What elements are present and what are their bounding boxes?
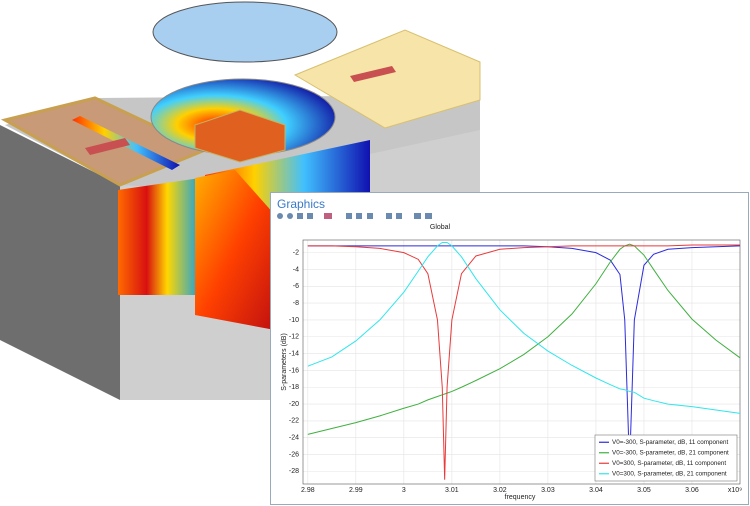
plot-frame bbox=[302, 239, 741, 485]
y-tick-label: -22 bbox=[289, 418, 299, 425]
window-title: Graphics bbox=[277, 197, 325, 211]
x-tick-label: 2.98 bbox=[301, 487, 315, 494]
left-tab bbox=[85, 138, 130, 155]
y-tick-label: -28 bbox=[289, 468, 299, 475]
series-line bbox=[307, 242, 741, 414]
x-tick-label: 3.03 bbox=[541, 487, 555, 494]
y-tick-label: -14 bbox=[289, 350, 299, 357]
y-tick-label: -18 bbox=[289, 384, 299, 391]
y-tick-label: -2 bbox=[293, 249, 299, 256]
snapshot[interactable] bbox=[414, 213, 421, 219]
zoom-in[interactable] bbox=[277, 213, 283, 219]
chart-title: Global bbox=[430, 224, 451, 231]
x-axis-label: frequency bbox=[505, 494, 536, 501]
x-tick-label: 3.05 bbox=[637, 487, 651, 494]
grid-toggle[interactable] bbox=[367, 213, 373, 219]
right-pad bbox=[293, 29, 481, 129]
y-tick-label: -20 bbox=[289, 401, 299, 408]
legend-label: V0=300, S-parameter, dB, 21 component bbox=[612, 470, 727, 477]
cavity bbox=[118, 178, 200, 295]
x-tick-label: 3 bbox=[402, 487, 406, 494]
legend-box bbox=[594, 434, 738, 482]
model-render bbox=[0, 1, 481, 400]
y-tick-label: -6 bbox=[293, 283, 299, 290]
y-tick-label: -24 bbox=[289, 435, 299, 442]
legend-label: V0=300, S-parameter, dB, 11 component bbox=[612, 460, 726, 467]
axis-tool[interactable] bbox=[324, 213, 332, 219]
series-line bbox=[307, 245, 741, 468]
x-tick-label: 3.06 bbox=[685, 487, 699, 494]
y-tick-label: -12 bbox=[289, 334, 299, 341]
x-tick-label: 3.04 bbox=[589, 487, 603, 494]
zoom-out[interactable] bbox=[287, 213, 293, 219]
y-tick-label: -16 bbox=[289, 367, 299, 374]
right-strip bbox=[350, 66, 396, 82]
y-tick-label: -26 bbox=[289, 451, 299, 458]
legend-label: V0=-300, S-parameter, dB, 11 component bbox=[612, 439, 729, 446]
block-side bbox=[0, 125, 120, 400]
x-tick-label: 3.02 bbox=[493, 487, 507, 494]
y-tick-label: -4 bbox=[293, 266, 299, 273]
legend-toggle[interactable] bbox=[386, 213, 392, 219]
zoom-box[interactable] bbox=[297, 213, 303, 219]
y-axis-label: S-parameters (dB) bbox=[281, 333, 288, 391]
lid-disk bbox=[152, 1, 338, 63]
print[interactable] bbox=[425, 213, 432, 219]
x-tick-label: 2.99 bbox=[349, 487, 363, 494]
legend-label: V0=-300, S-parameter, dB, 21 component bbox=[612, 449, 729, 456]
x-multiplier: x10⁹ bbox=[728, 487, 742, 494]
zoom-extents[interactable] bbox=[307, 213, 313, 219]
resonator bbox=[194, 109, 286, 163]
y-tick-label: -8 bbox=[293, 300, 299, 307]
series-line bbox=[307, 243, 741, 435]
export[interactable] bbox=[396, 213, 402, 219]
y-log[interactable] bbox=[356, 213, 362, 219]
y-tick-label: -10 bbox=[289, 317, 299, 324]
pillar bbox=[195, 170, 275, 330]
x-tick-label: 3.01 bbox=[445, 487, 459, 494]
x-log[interactable] bbox=[346, 213, 352, 219]
toolbar[interactable] bbox=[277, 213, 432, 219]
series-line bbox=[307, 244, 740, 480]
